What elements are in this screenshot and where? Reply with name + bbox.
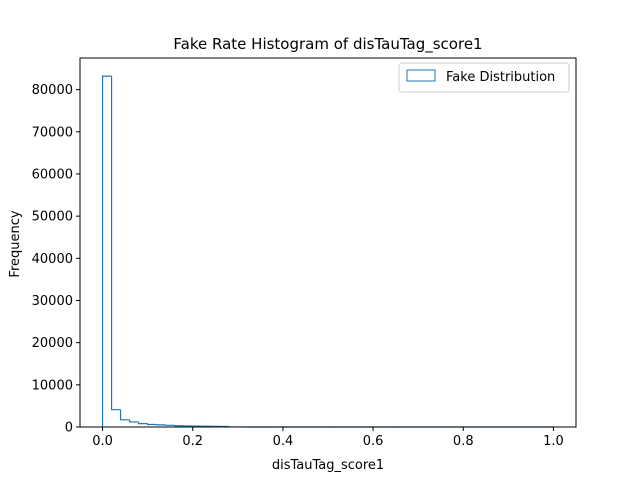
x-tick-label: 0.8: [453, 434, 474, 449]
y-axis-label: Frequency: [8, 210, 23, 277]
legend-label: Fake Distribution: [446, 70, 555, 85]
y-tick-label: 70000: [32, 125, 73, 140]
x-tick-label: 0.2: [182, 434, 203, 449]
histogram-bin: [110, 76, 121, 411]
histogram-bin: [119, 409, 130, 421]
histogram-bin: [138, 421, 148, 425]
y-tick-label: 30000: [32, 294, 73, 309]
histogram-bin: [101, 75, 112, 427]
y-tick-label: 60000: [32, 167, 73, 182]
chart-title: Fake Rate Histogram of disTauTag_score1: [173, 35, 482, 54]
y-tick-label: 80000: [32, 83, 73, 98]
legend-box: [398, 62, 570, 93]
axes: 0.0 0.2 0.4 0.6 0.8 1.0 0 10000 20000 30000 40000 5…: [32, 57, 577, 449]
legend-swatch: [406, 69, 436, 82]
legend: Fake Distribution: [398, 62, 570, 93]
histogram-bin: [129, 419, 139, 423]
y-tick-label: 10000: [32, 378, 73, 393]
y-tick-label: 50000: [32, 210, 73, 225]
x-tick-label: 0.6: [363, 434, 384, 449]
histogram-bin: [147, 423, 157, 426]
y-tick-label: 40000: [32, 252, 73, 267]
y-tick-label: 20000: [32, 336, 73, 351]
y-tick-label: 0: [65, 421, 73, 436]
x-axis-label: disTauTag_score1: [272, 458, 384, 473]
x-tick-label: 0.4: [273, 434, 294, 449]
axes-frame: [79, 57, 577, 428]
x-tick-label: 0.0: [92, 434, 113, 449]
x-tick-label: 1.0: [543, 434, 564, 449]
